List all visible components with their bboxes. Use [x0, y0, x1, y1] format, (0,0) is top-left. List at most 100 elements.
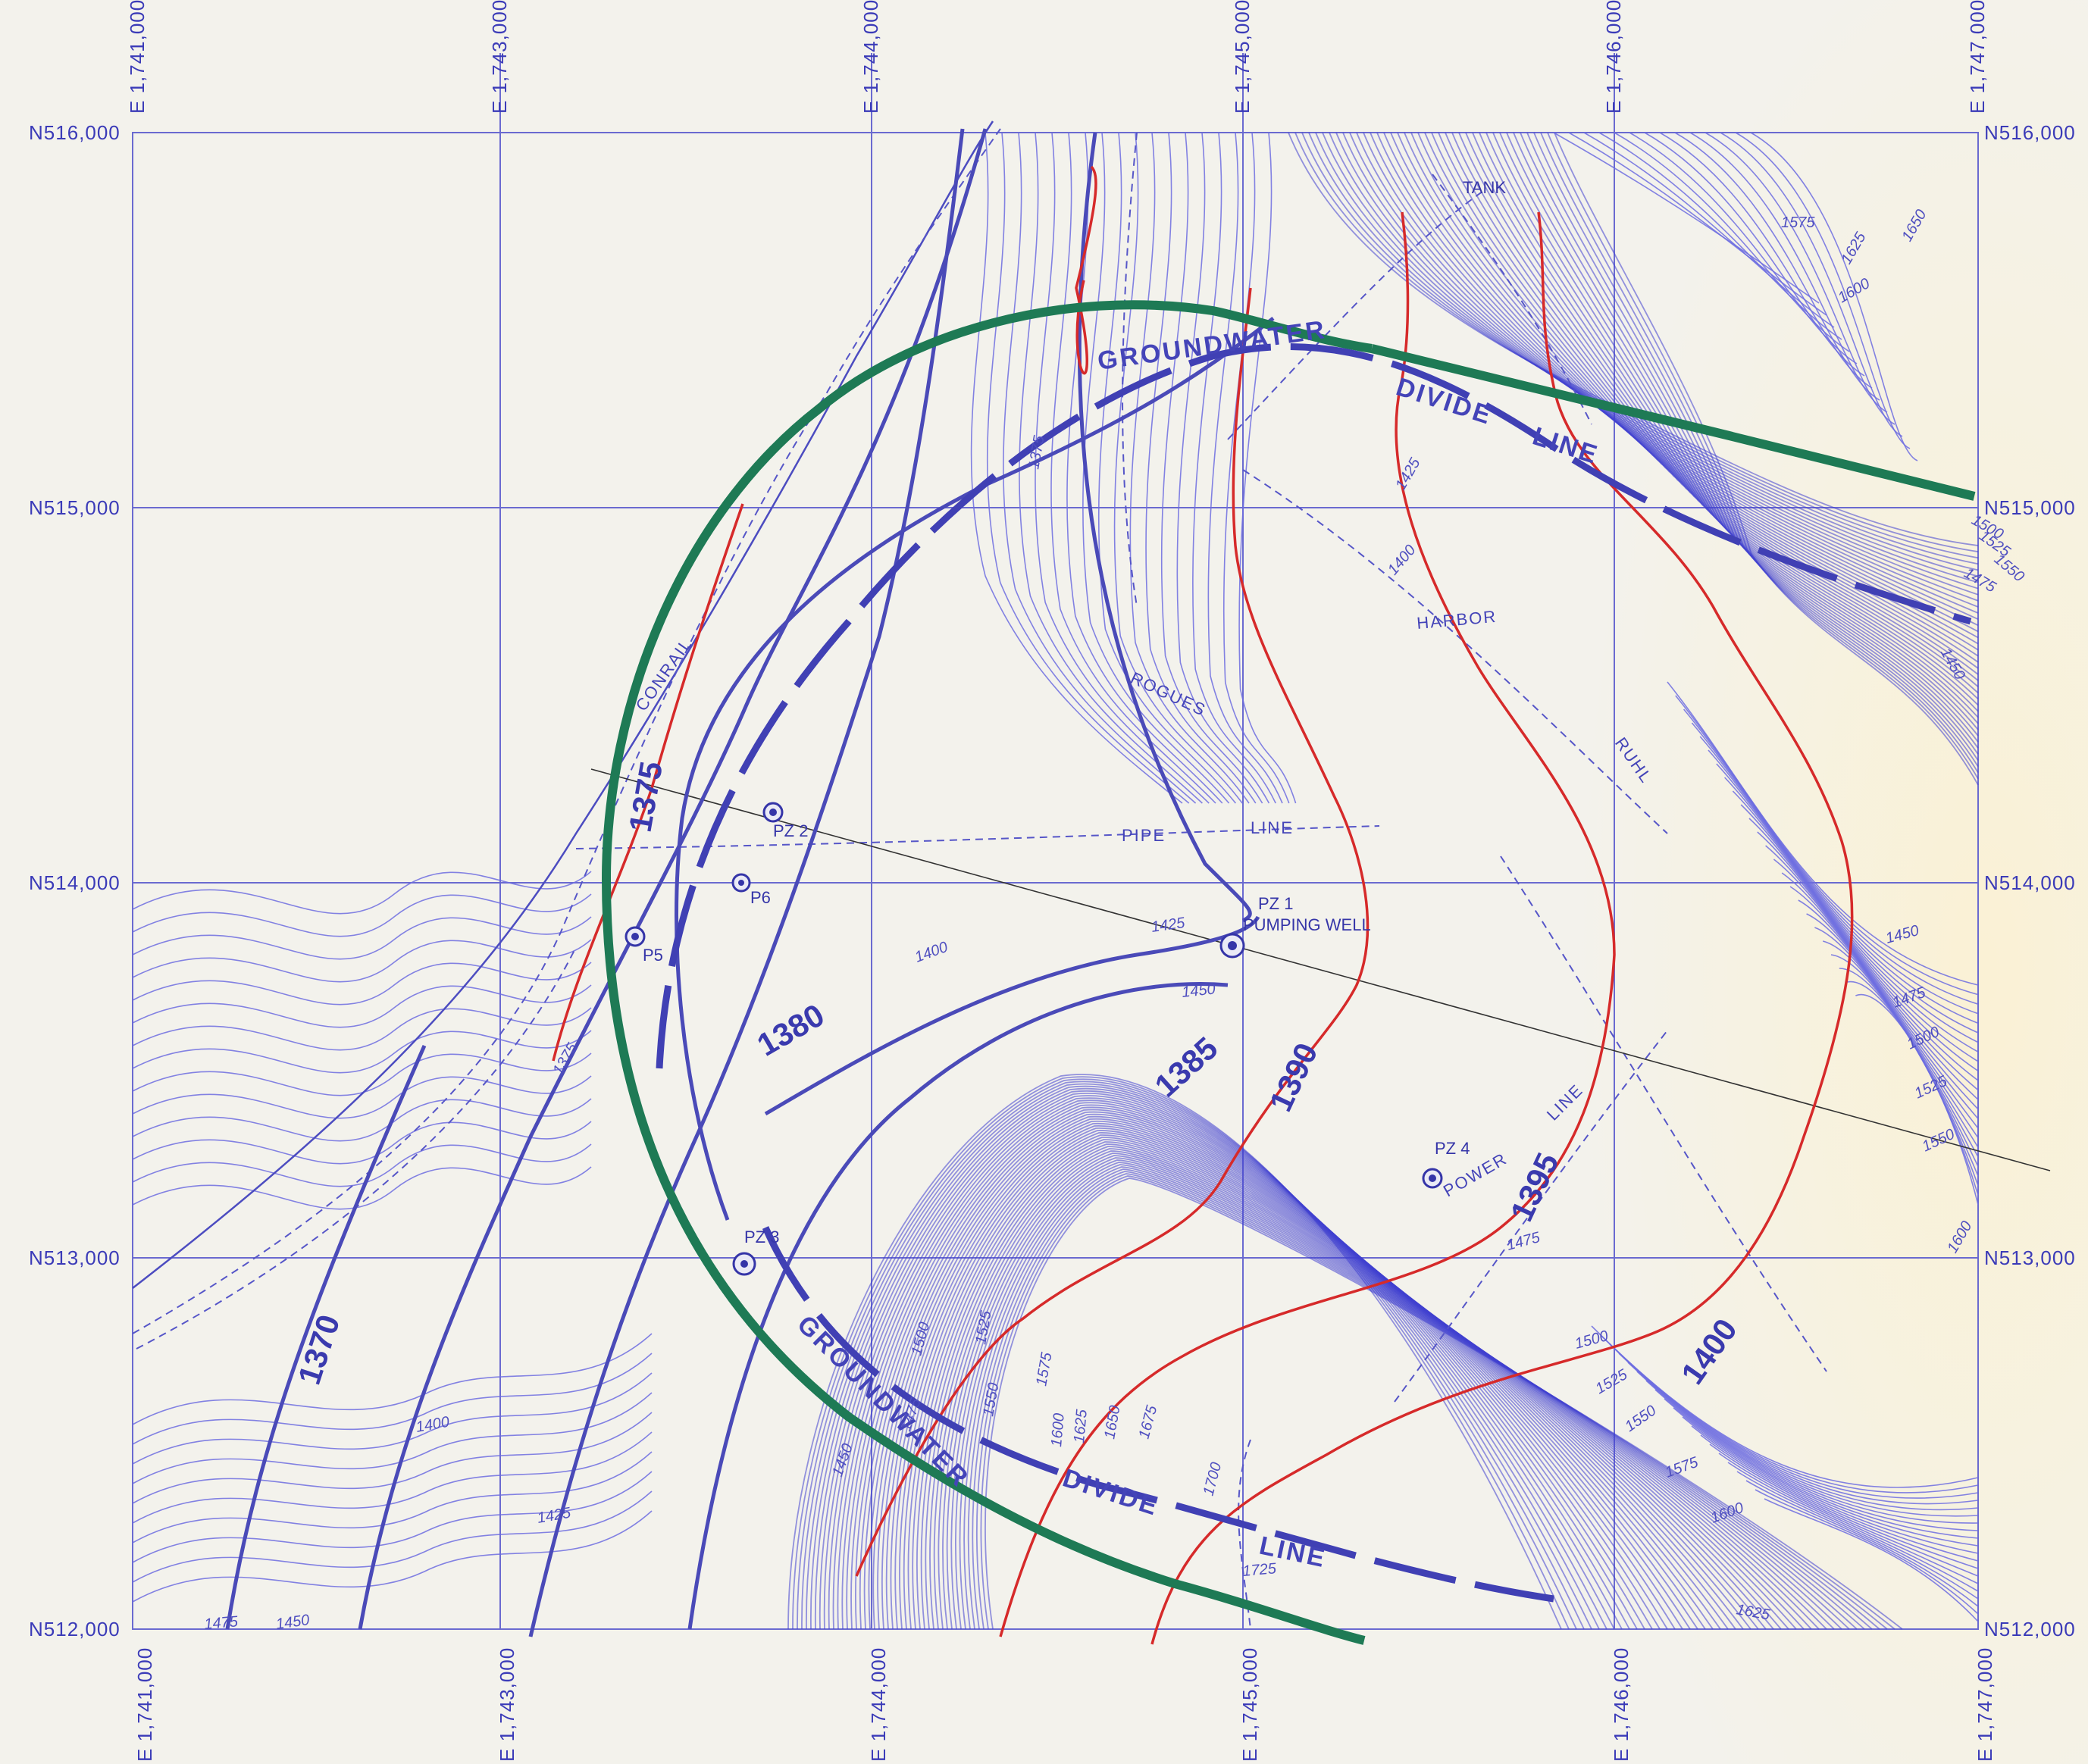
- topographic-contour: [1222, 132, 1290, 804]
- map-frame: [132, 132, 1979, 1630]
- water-table-highlights: [552, 165, 1854, 1645]
- topographic-contour: [1724, 777, 1979, 1052]
- topographic-contour: [925, 1146, 1797, 1630]
- topo-contour-label: 1400: [415, 1414, 451, 1436]
- topographic-contour: [797, 1078, 1577, 1630]
- topographic-contour: [132, 1451, 653, 1544]
- topographic-contour: [1683, 708, 1979, 1005]
- haul-road: [1500, 855, 1827, 1372]
- topographic-contour: [132, 1412, 653, 1504]
- topographic-contour: [1431, 132, 1979, 675]
- water-table-1370: [225, 1044, 427, 1630]
- topographic-contour: [1740, 804, 1979, 1072]
- well-pz2[interactable]: PZ 2: [762, 802, 808, 840]
- water-table-1375-upgradient: [675, 317, 1275, 1221]
- topographic-contour: [1207, 132, 1283, 804]
- well-label: P6: [750, 888, 771, 907]
- northing-label: N515,000: [29, 496, 121, 519]
- topographic-contour: [1699, 736, 1979, 1024]
- easting-label: E 1,743,000: [496, 1647, 518, 1762]
- topographic-contour: [1451, 132, 1979, 694]
- easting-label: E 1,745,000: [1238, 1647, 1261, 1762]
- topographic-contour: [1465, 132, 1979, 706]
- monitoring-wells: PZ 1 PUMPING WELL PZ 2 PZ 3 PZ 4 P5 P6: [625, 802, 1470, 1276]
- well-marker-dot: [769, 808, 777, 816]
- topographic-contour: [1748, 818, 1979, 1081]
- topographic-contour: [1673, 1407, 1979, 1547]
- topographic-contour: [1520, 132, 1979, 755]
- well-p5[interactable]: P5: [625, 926, 663, 965]
- topographic-contour: [132, 1075, 592, 1119]
- topo-contour-label: 1475: [204, 1613, 239, 1633]
- topographic-contour: [1192, 132, 1276, 804]
- topographic-contour: [920, 1143, 1789, 1630]
- topographic-contour: [1082, 132, 1230, 804]
- topo-contour-label: 1650: [1101, 1404, 1123, 1440]
- topographic-contour: [132, 871, 592, 915]
- topographic-contour: [1705, 132, 1895, 425]
- topographic-contour: [132, 1490, 653, 1583]
- topographic-contour: [846, 1104, 1661, 1630]
- topographic-contour: [832, 1097, 1638, 1630]
- topographic-contour: [1598, 132, 1842, 340]
- topographic-contour: [938, 1153, 1820, 1630]
- feature-label: LINE: [1251, 818, 1294, 837]
- topographic-contour: [132, 1098, 592, 1142]
- topographic-contour: [1716, 763, 1979, 1043]
- topographic-contour: [801, 1081, 1585, 1630]
- topographic-contour: [899, 1132, 1751, 1630]
- topographic-contour: [132, 939, 592, 983]
- well-marker-dot: [738, 880, 744, 886]
- well-label: PZ 2: [773, 821, 808, 840]
- haul-road: [1238, 1439, 1251, 1630]
- well-label: PZ 3: [744, 1228, 779, 1246]
- topographic-contour: [1066, 132, 1223, 804]
- topographic-contour: [1003, 132, 1197, 804]
- groundwater-divide-line-north: [656, 342, 1972, 1069]
- topo-contour-label: 1550: [980, 1381, 1002, 1418]
- topographic-contour: [1745, 1480, 1979, 1607]
- topographic-contour: [1445, 132, 1979, 687]
- topo-contour-label: 1575: [1781, 214, 1815, 231]
- well-pz4[interactable]: PZ 4: [1422, 1139, 1470, 1189]
- northing-label: N513,000: [1984, 1246, 2076, 1269]
- topographic-contour: [810, 1085, 1600, 1630]
- topographic-contour: [132, 1030, 592, 1074]
- topographic-contour: [837, 1099, 1645, 1630]
- easting-label: E 1,744,000: [859, 0, 882, 114]
- well-p6[interactable]: P6: [731, 873, 771, 907]
- topographic-contour: [1755, 1489, 1979, 1615]
- topographic-contour: [819, 1090, 1615, 1630]
- groundwater-divide-line-south: [762, 1226, 1554, 1603]
- well-marker-dot: [631, 933, 639, 940]
- radius-of-influence-tangent: [1370, 344, 1976, 501]
- topographic-contour: [792, 1076, 1570, 1630]
- topographic-contour: [1035, 132, 1210, 804]
- topographic-contour: [903, 1134, 1759, 1630]
- topographic-contour: [132, 1392, 653, 1484]
- topographic-contour: [132, 916, 592, 960]
- topographic-contour: [1718, 1453, 1979, 1584]
- topographic-contour: [806, 1083, 1592, 1630]
- northing-label: N513,000: [29, 1246, 121, 1269]
- well-pz3[interactable]: PZ 3: [732, 1228, 779, 1276]
- easting-labels-top: E 1,741,000 E 1,743,000 E 1,744,000 E 1,…: [126, 0, 1989, 114]
- topographic-contour: [1709, 1443, 1979, 1577]
- water-table-1395: [999, 211, 1616, 1637]
- topographic-contour: [1664, 1398, 1979, 1539]
- infrastructure: [132, 120, 1827, 1630]
- well-label: PZ 4: [1435, 1139, 1470, 1158]
- topographic-contour: [1288, 132, 1979, 546]
- water-table-label: 1380: [751, 996, 830, 1062]
- coordinate-grid: [132, 53, 1979, 1630]
- well-marker-dot: [1429, 1174, 1436, 1182]
- well-pz1[interactable]: PZ 1 PUMPING WELL: [1219, 894, 1371, 959]
- topographic-contour: [1506, 132, 1979, 743]
- topographic-contour: [1691, 722, 1979, 1015]
- northing-label: N514,000: [29, 871, 121, 894]
- topographic-contour: [950, 1159, 1842, 1630]
- well-marker-dot: [740, 1260, 748, 1268]
- easting-label: E 1,741,000: [126, 0, 149, 114]
- easting-label: E 1,747,000: [1974, 1647, 1996, 1762]
- topographic-contour: [1708, 749, 1979, 1034]
